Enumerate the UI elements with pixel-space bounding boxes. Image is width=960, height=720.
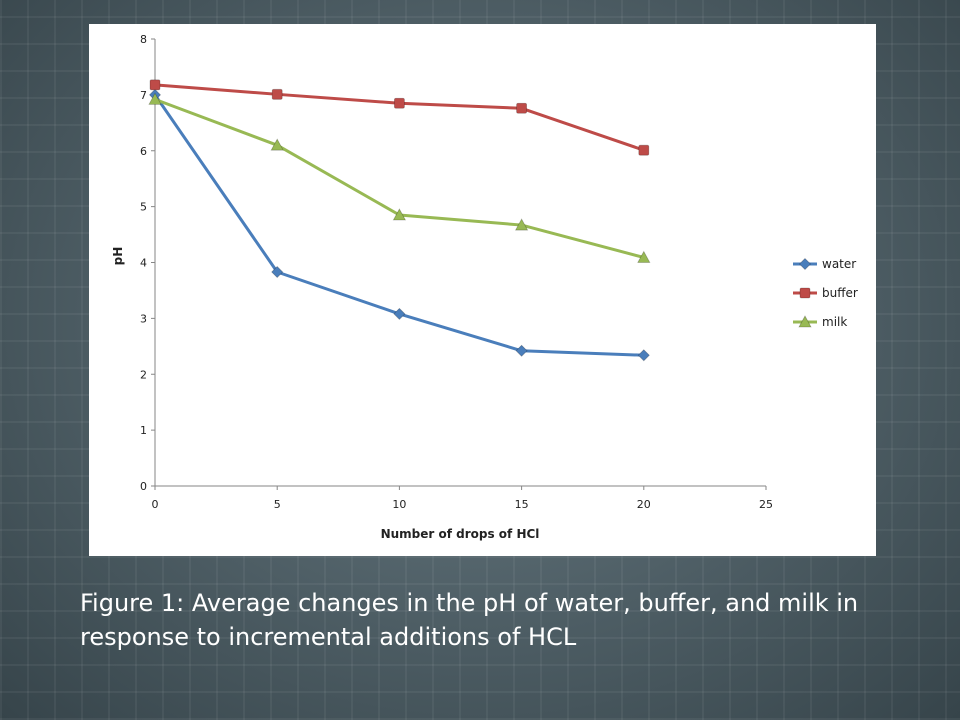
legend-label-water: water	[822, 257, 856, 271]
x-tick-label: 10	[392, 498, 406, 511]
legend-label-buffer: buffer	[822, 286, 858, 300]
series-layer	[148, 79, 651, 362]
figure-caption: Figure 1: Average changes in the pH of w…	[80, 589, 859, 651]
data-point-buffer	[393, 97, 405, 109]
data-point-water	[393, 307, 406, 320]
data-point-buffer	[149, 79, 161, 91]
y-ticks: 0 1 2 3 4 5 6 7 8	[140, 33, 155, 493]
legend-marker-buffer	[799, 287, 811, 299]
y-axis-title: pH	[111, 247, 125, 266]
data-point-buffer	[516, 102, 528, 114]
y-tick-label: 5	[140, 201, 147, 214]
data-point-milk	[514, 218, 529, 231]
y-tick-label: 2	[140, 368, 147, 381]
data-point-water	[637, 349, 650, 362]
series-line-milk	[154, 97, 645, 259]
line-chart: 0 1 2 3 4 5 6 7 8 0 5 10 15 20 25 pH Number of drops …	[111, 33, 858, 541]
x-tick-label: 15	[515, 498, 529, 511]
y-tick-label: 6	[140, 145, 147, 158]
y-tick-label: 4	[140, 257, 147, 270]
chart-panel: 0 1 2 3 4 5 6 7 8 0 5 10 15 20 25 pH Number of drops …	[89, 24, 876, 556]
data-point-milk	[270, 138, 284, 151]
x-tick-label: 0	[152, 498, 159, 511]
x-ticks: 0 5 10 15 20 25	[152, 486, 773, 511]
y-tick-label: 7	[140, 89, 147, 102]
data-point-milk	[392, 208, 407, 221]
y-tick-label: 0	[140, 480, 147, 493]
data-point-water	[271, 265, 284, 279]
legend-marker-milk	[798, 315, 812, 328]
data-point-buffer	[638, 144, 650, 156]
legend: water buffer milk	[793, 257, 858, 329]
y-tick-label: 8	[140, 33, 147, 46]
x-tick-label: 20	[637, 498, 651, 511]
series-line-buffer	[154, 83, 645, 152]
data-point-water	[515, 344, 528, 357]
x-tick-label: 25	[759, 498, 773, 511]
legend-label-milk: milk	[822, 315, 847, 329]
data-point-milk	[148, 92, 162, 105]
x-tick-label: 5	[274, 498, 281, 511]
data-point-milk	[637, 250, 651, 263]
y-tick-label: 1	[140, 424, 147, 437]
legend-marker-water	[798, 257, 812, 271]
y-tick-label: 3	[140, 312, 147, 325]
data-point-buffer	[271, 88, 283, 100]
x-axis-title: Number of drops of HCl	[381, 527, 540, 541]
